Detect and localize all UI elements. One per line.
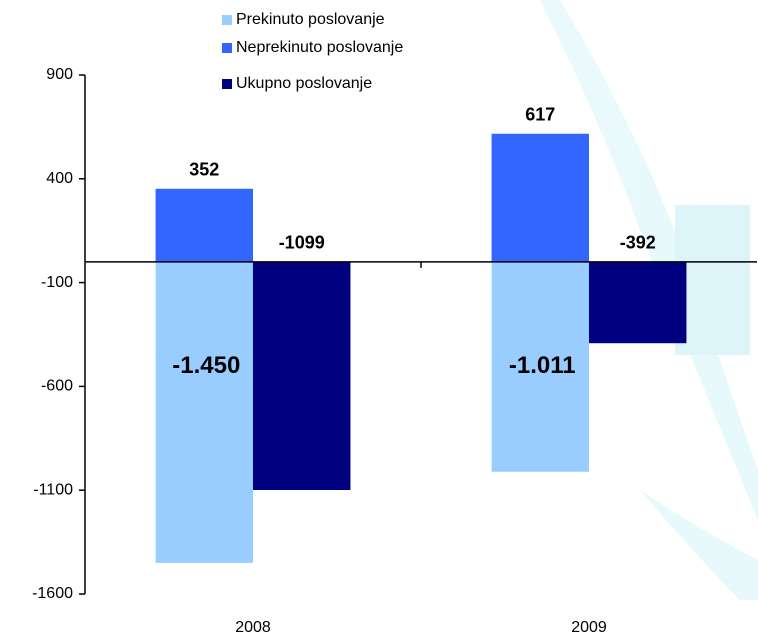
bar	[253, 262, 350, 490]
x-tick-label: 2009	[571, 619, 607, 636]
bar	[492, 134, 589, 262]
data-label: -1.011	[509, 352, 576, 379]
y-tick-label: 900	[46, 66, 73, 83]
chart: Prekinuto poslovanje Neprekinuto poslovan…	[0, 0, 758, 638]
y-tick-label: -600	[41, 378, 73, 395]
legend-label: Prekinuto poslovanje	[236, 11, 385, 28]
y-tick-label: 400	[46, 170, 73, 187]
legend-label: Neprekinuto poslovanje	[236, 39, 403, 56]
data-label: 352	[189, 160, 219, 180]
y-tick-label: -100	[41, 274, 73, 291]
legend-swatch	[222, 43, 232, 53]
legend-swatch	[222, 79, 232, 89]
bar	[156, 189, 253, 262]
bar	[589, 262, 686, 343]
y-tick-label: -1100	[33, 481, 73, 498]
x-tick-label: 2008	[235, 619, 271, 636]
data-label: -392	[620, 233, 656, 253]
bar	[156, 262, 253, 563]
legend-label: Ukupno poslovanje	[236, 75, 372, 92]
data-label: -1099	[279, 233, 325, 253]
data-label: 617	[525, 105, 555, 125]
y-tick-label: -1600	[32, 585, 73, 602]
legend-swatch	[222, 15, 232, 25]
data-label: -1.450	[172, 352, 240, 379]
